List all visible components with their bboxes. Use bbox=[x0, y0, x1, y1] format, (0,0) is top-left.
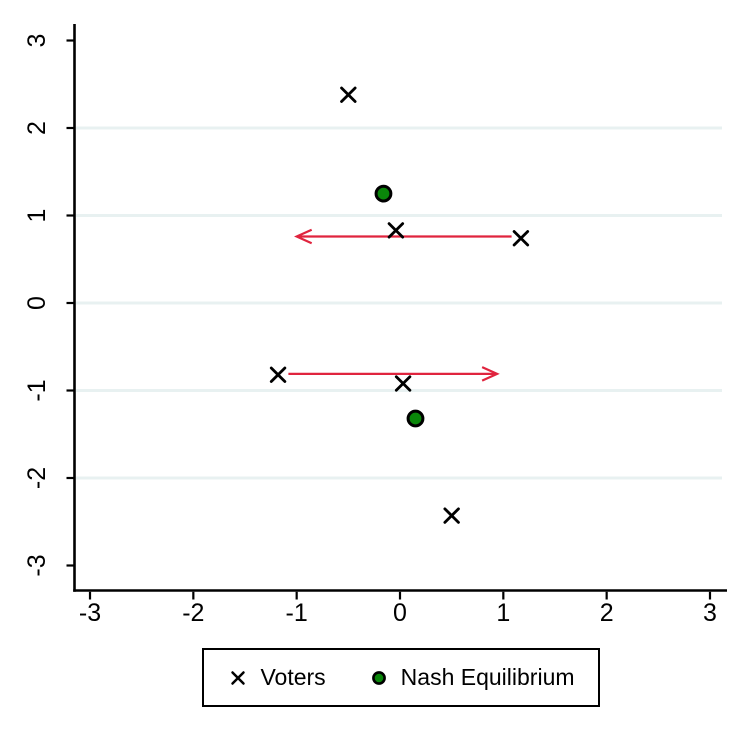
voter-marker bbox=[269, 366, 287, 383]
voter-marker bbox=[394, 375, 412, 392]
x-tick-label: -3 bbox=[79, 599, 101, 627]
x-tick-label: 2 bbox=[600, 599, 614, 627]
legend-x-glyph bbox=[231, 670, 246, 685]
voter-marker bbox=[512, 230, 530, 247]
x-tick-label: 1 bbox=[496, 599, 510, 627]
x-tick-label: -2 bbox=[182, 599, 204, 627]
voter-marker bbox=[387, 222, 405, 239]
arrow-head bbox=[294, 228, 313, 245]
y-tick-label: -1 bbox=[23, 379, 51, 401]
x-tick-label: 3 bbox=[703, 599, 717, 627]
legend-circle-glyph bbox=[371, 670, 386, 685]
scatter-plot: -3 -2 -1 0 1 2 3 -3 -2 -1 0 1 2 3 bbox=[23, 24, 727, 627]
nash-equilibrium-marker bbox=[406, 409, 425, 428]
y-tick-label: 1 bbox=[23, 209, 51, 223]
arrow-head bbox=[481, 366, 500, 382]
y-tick-label: -3 bbox=[23, 554, 51, 576]
legend-item-voters: Voters bbox=[227, 664, 326, 690]
voter-marker bbox=[443, 507, 460, 524]
legend-label-voters: Voters bbox=[260, 664, 326, 690]
y-tick-label: 0 bbox=[23, 296, 51, 310]
legend-circle-marker bbox=[371, 670, 386, 685]
y-tick-label: 3 bbox=[23, 34, 51, 48]
y-tick-label: -2 bbox=[23, 467, 51, 489]
legend-item-nash-equilibrium: Nash Equilibrium bbox=[368, 666, 575, 689]
nash-equilibrium-marker bbox=[374, 184, 393, 203]
circle-marker-icon bbox=[368, 668, 390, 688]
legend-x-marker bbox=[231, 670, 246, 685]
voter-marker bbox=[340, 86, 357, 103]
y-tick-label: 2 bbox=[23, 121, 51, 135]
x-marker-icon bbox=[227, 668, 249, 688]
x-tick-label: 0 bbox=[393, 599, 407, 627]
x-tick-label: -1 bbox=[286, 599, 308, 627]
legend: Voters Nash Equilibrium bbox=[202, 648, 600, 707]
legend-label-nash-equilibrium: Nash Equilibrium bbox=[400, 664, 575, 690]
